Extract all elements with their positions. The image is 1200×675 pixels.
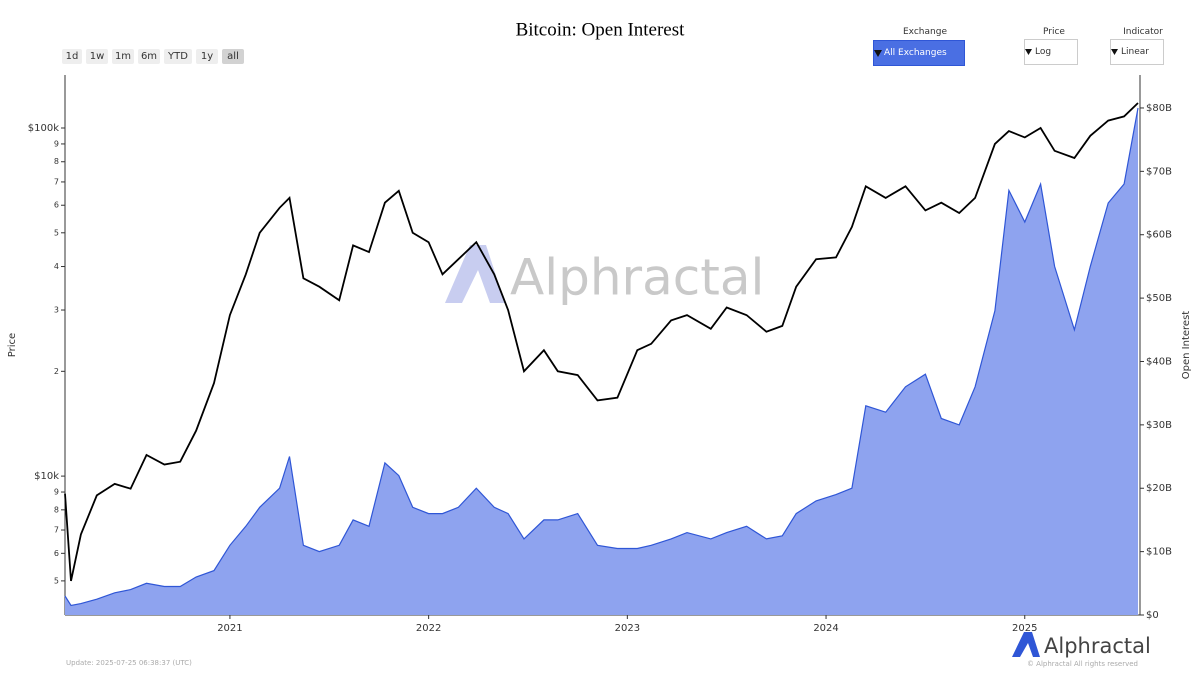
y-tick-label: 2: [54, 367, 59, 376]
y2-tick-label: $10B: [1146, 547, 1172, 558]
logo-text: Alphractal: [1044, 634, 1151, 658]
range-button[interactable]: 1y: [196, 49, 218, 64]
y2-tick-label: $50B: [1146, 293, 1172, 304]
y-tick-label: 9: [54, 488, 59, 497]
y2-tick-label: $80B: [1146, 103, 1172, 114]
range-button[interactable]: all: [222, 49, 244, 64]
watermark: Alphractal: [510, 249, 764, 307]
price-value[interactable]: Log: [1035, 47, 1052, 57]
exchange-dropdown[interactable]: All Exchanges: [873, 40, 965, 66]
price-dropdown[interactable]: Log: [1024, 39, 1078, 65]
y-tick-label: 8: [54, 157, 59, 166]
y-tick-label: 8: [54, 505, 59, 514]
update-time: Update: 2025-07-25 06:38:37 (UTC): [66, 659, 192, 667]
watermark-logo: [445, 245, 505, 303]
indicator-dropdown[interactable]: Linear: [1110, 39, 1164, 65]
price-line: [64, 102, 1139, 582]
y-tick-label: 7: [54, 526, 59, 535]
x-tick-label: 2022: [416, 623, 441, 634]
y-tick-label: 3: [54, 306, 59, 315]
y2-tick-label: $70B: [1146, 166, 1172, 177]
plot: [64, 102, 1139, 615]
y2-tick-label: $20B: [1146, 483, 1172, 494]
chart-title: Bitcoin: Open Interest: [516, 19, 686, 40]
x-tick-label: 2023: [615, 623, 640, 634]
area-line: [64, 107, 1139, 607]
y-tick-label: 9: [54, 139, 59, 148]
dropdown-arrow: [874, 50, 882, 57]
range-button[interactable]: YTD: [164, 49, 192, 64]
range-button[interactable]: 1m: [112, 49, 134, 64]
y-tick-label: $100k: [28, 123, 59, 134]
logo-icon: [1012, 632, 1040, 657]
range-button[interactable]: 1w: [86, 49, 108, 64]
x-tick-label: 2025: [1012, 623, 1037, 634]
y-axis-title: Price: [7, 333, 18, 357]
y2-tick-label: $40B: [1146, 356, 1172, 367]
y-tick-label: 4: [54, 262, 59, 271]
y-tick-label: 6: [54, 549, 59, 558]
dropdown-arrow: [1025, 49, 1032, 55]
exchange-value[interactable]: All Exchanges: [884, 48, 947, 58]
range-button[interactable]: 1d: [62, 49, 82, 64]
y-tick-label: 6: [54, 201, 59, 210]
dropdown-arrow: [1111, 49, 1118, 55]
indicator-label: Indicator: [1123, 27, 1163, 37]
y2-tick-label: $30B: [1146, 420, 1172, 431]
price-label: Price: [1043, 27, 1065, 37]
y-tick-label: 5: [54, 576, 59, 585]
exchange-label: Exchange: [903, 27, 947, 37]
y-tick-label: 7: [54, 177, 59, 186]
y-tick-label: 5: [54, 228, 59, 237]
x-tick-label: 2024: [813, 623, 838, 634]
y2-axis-title: Open Interest: [1181, 311, 1192, 380]
area-fill: [65, 108, 1139, 615]
range-button[interactable]: 6m: [138, 49, 160, 64]
x-tick-label: 2021: [217, 623, 242, 634]
y2-tick-label: $60B: [1146, 230, 1172, 241]
y-tick-label: $10k: [34, 471, 59, 482]
copyright: © Alphractal All rights reserved: [1027, 660, 1138, 668]
indicator-value[interactable]: Linear: [1121, 47, 1149, 57]
y2-tick-label: $0: [1146, 610, 1159, 621]
